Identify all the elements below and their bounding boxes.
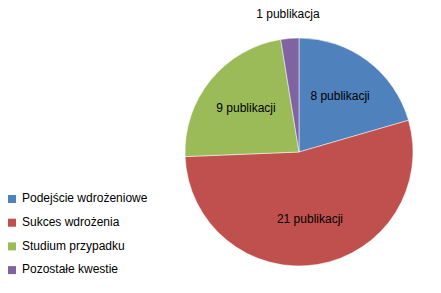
legend-swatch <box>8 219 16 227</box>
legend-label: Pozostałe kwestie <box>22 262 118 276</box>
legend-label: Studium przypadku <box>22 239 125 253</box>
data-label: 8 publikacji <box>310 89 369 103</box>
data-label: 21 publikacji <box>277 212 343 226</box>
legend-label: Sukces wdrożenia <box>22 215 120 229</box>
background <box>0 0 441 293</box>
pie-slice <box>185 39 299 156</box>
chart-container: 8 publikacji 21 publikacji 9 publikacji 1 p… <box>0 0 441 293</box>
legend-swatch <box>8 195 16 203</box>
pie-chart: 8 publikacji 21 publikacji 9 publikacji 1 p… <box>0 0 441 293</box>
legend-swatch <box>8 242 16 250</box>
legend: Podejście wdrożeniowe Sukces wdrożenia Stu… <box>8 191 148 276</box>
slices <box>185 38 413 266</box>
data-labels: 8 publikacji 21 publikacji 9 publikacji 1 p… <box>216 7 369 226</box>
legend-swatch <box>8 266 16 274</box>
data-label: 9 publikacji <box>216 101 275 115</box>
data-label: 1 publikacja <box>256 7 320 21</box>
legend-label: Podejście wdrożeniowe <box>22 191 148 205</box>
pie-slice <box>281 38 299 152</box>
